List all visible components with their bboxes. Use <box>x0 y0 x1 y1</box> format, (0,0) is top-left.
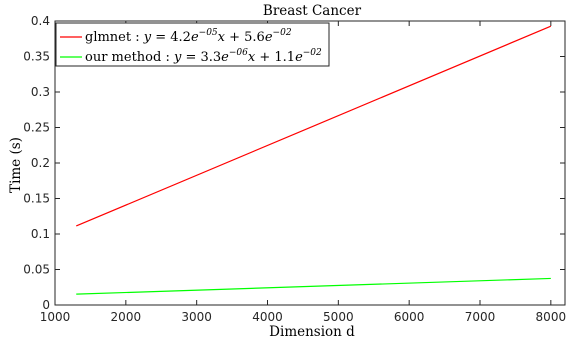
legend-box <box>55 22 330 67</box>
axes-box <box>54 20 566 306</box>
y-tick-label: 0.35 <box>23 50 50 64</box>
series-lines <box>76 25 552 295</box>
legend-entry: glmnet : y = 4.2e−05x + 5.6e−02 <box>85 28 292 45</box>
x-tick-label: 6000 <box>394 310 425 324</box>
chart-title: Breast Cancer <box>263 3 362 19</box>
plot-area <box>54 20 566 306</box>
series-line-our-method <box>76 277 551 295</box>
x-tick-label: 8000 <box>536 310 567 324</box>
y-axis: 0 0.05 0.1 0.15 0.2 0.25 0.3 0.35 0.4 <box>23 14 565 312</box>
y-tick-label: 0.05 <box>23 263 50 277</box>
legend-entry: our method : y = 3.3e−06x + 1.1e−02 <box>85 48 322 65</box>
y-tick-label: 0.4 <box>31 14 50 28</box>
x-tick-label: 5000 <box>323 310 354 324</box>
y-tick-label: 0.2 <box>31 156 50 170</box>
y-tick-label: 0 <box>42 298 50 312</box>
legend: glmnet : y = 4.2e−05x + 5.6e−02 our metho… <box>55 22 330 67</box>
x-axis-title: Dimension d <box>269 324 355 340</box>
x-axis: 1000 2000 3000 4000 5000 6000 7000 8000 <box>40 21 566 324</box>
x-tick-label: 1000 <box>40 310 71 324</box>
x-tick-label: 4000 <box>252 310 283 324</box>
y-tick-label: 0.3 <box>31 85 50 99</box>
y-axis-title: Time (s) <box>8 137 24 193</box>
series-line-glmnet <box>76 25 552 227</box>
y-tick-label: 0.15 <box>23 192 50 206</box>
x-tick-label: 3000 <box>181 310 212 324</box>
y-tick-label: 0.25 <box>23 121 50 135</box>
x-tick-label: 2000 <box>111 310 142 324</box>
x-tick-label: 7000 <box>465 310 496 324</box>
y-tick-label: 0.1 <box>31 227 50 241</box>
